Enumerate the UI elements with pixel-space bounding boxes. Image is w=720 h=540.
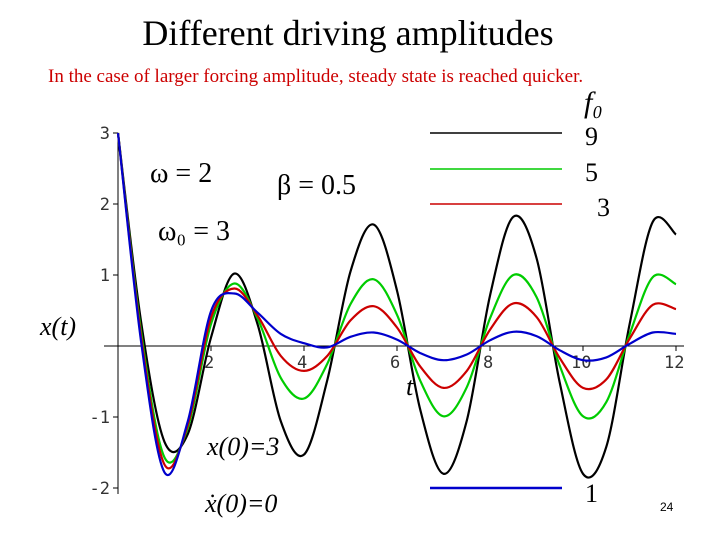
omega-annotation: ω = 2 bbox=[150, 158, 212, 189]
legend-label-1: 1 bbox=[585, 479, 598, 508]
slide-title: Different driving amplitudes bbox=[142, 13, 554, 53]
x-tick-label: 6 bbox=[390, 353, 400, 373]
series-line-f0-9 bbox=[116, 132, 677, 479]
page-number: 24 bbox=[660, 500, 674, 514]
x-axis-title: t bbox=[406, 372, 414, 401]
series-line-f0-1 bbox=[116, 132, 677, 476]
y-tick-label: 3 bbox=[100, 124, 110, 144]
omega0-annotation: ω₀ = 3 bbox=[158, 216, 230, 247]
slide-subtitle: In the case of larger forcing amplitude,… bbox=[48, 66, 584, 87]
x-tick-label: 12 bbox=[664, 353, 684, 373]
legend-label-5: 5 bbox=[585, 158, 598, 187]
x-tick-label: 4 bbox=[297, 353, 307, 373]
x-tick-label: 8 bbox=[483, 353, 493, 373]
y-tick-label: -2 bbox=[90, 479, 110, 499]
y-tick-label: -1 bbox=[90, 408, 110, 428]
y-axis-title: x(t) bbox=[39, 312, 76, 341]
x-tick-label: 2 bbox=[204, 353, 214, 373]
legend-label-3: 3 bbox=[597, 193, 610, 222]
legend-title: f₀ bbox=[584, 86, 603, 119]
initial-velocity-annotation: ẋ(0)=0 bbox=[204, 489, 277, 518]
y-tick-label: 2 bbox=[100, 195, 110, 215]
initial-position-annotation: x(0)=3 bbox=[206, 432, 279, 461]
legend-label-9: 9 bbox=[585, 122, 598, 151]
x-tick-label: 10 bbox=[571, 353, 591, 373]
chart-series bbox=[116, 132, 677, 479]
chart-legend: f₀ 9 5 3 1 bbox=[430, 86, 610, 508]
beta-annotation: β = 0.5 bbox=[277, 170, 356, 201]
y-tick-label: 1 bbox=[100, 266, 110, 286]
